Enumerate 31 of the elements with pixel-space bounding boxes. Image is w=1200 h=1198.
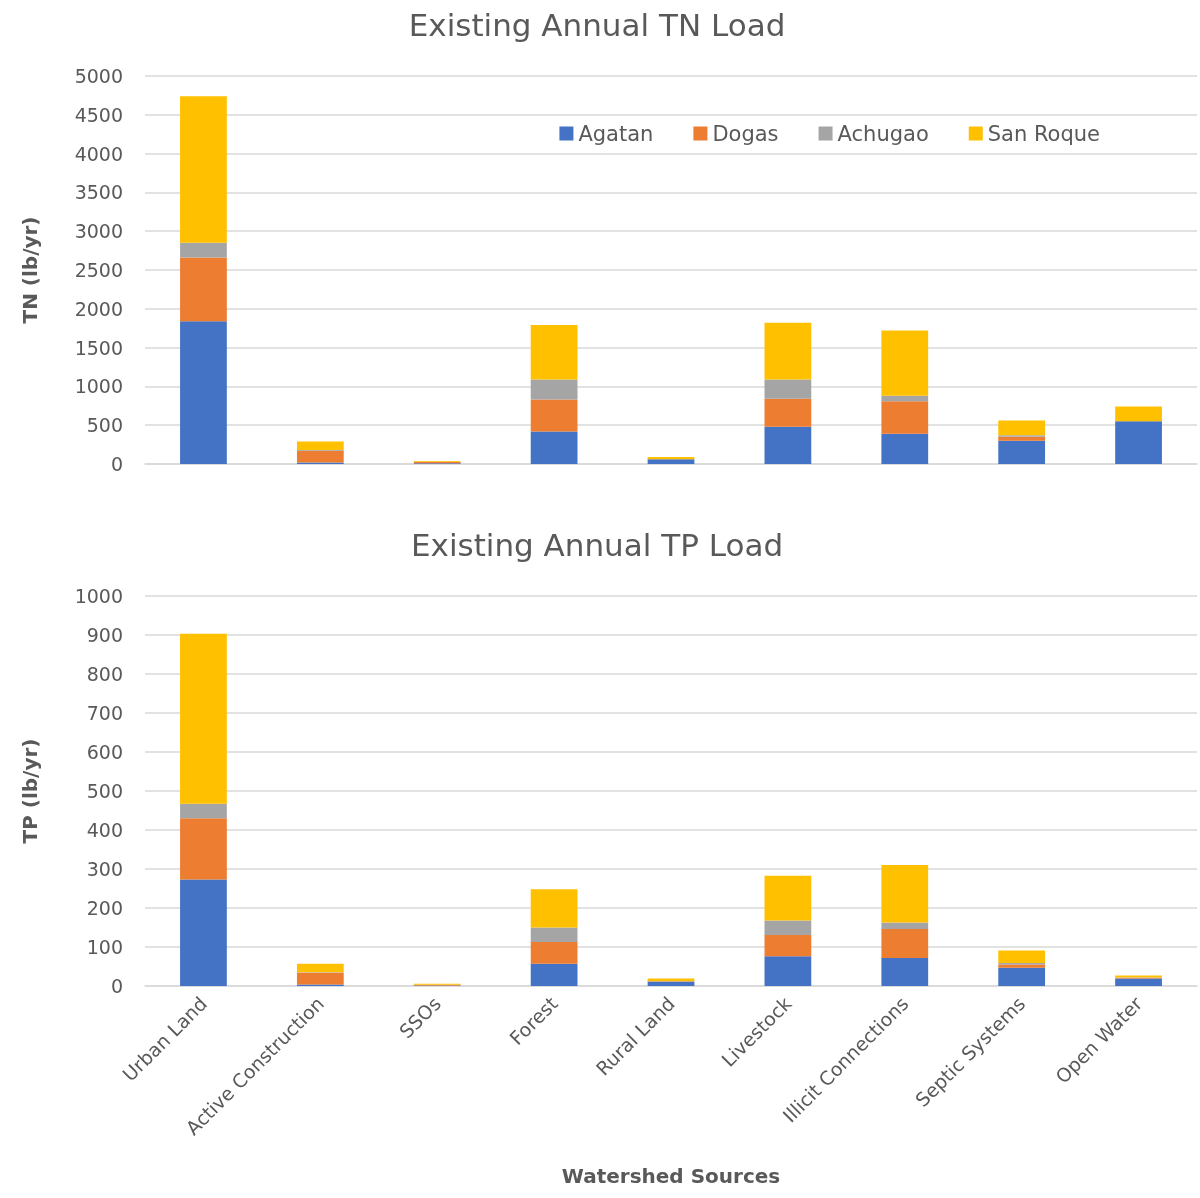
y-tick-label: 4500 [74,103,123,126]
y-tick-label: 300 [86,858,123,880]
chart-title: Existing Annual TP Load [410,526,784,563]
y-tick-label: 1000 [74,375,123,398]
y-tick-label: 3000 [74,220,123,243]
legend-label: San Roque [987,121,1101,146]
y-tick-label: 900 [86,624,123,646]
y-tick-label: 700 [86,702,123,724]
legend-label: Achugao [837,121,929,146]
y-axis-title: TP (lb/yr) [18,738,42,844]
legend-label: Dogas [712,121,779,146]
y-tick-label: 1000 [74,585,123,607]
y-tick-label: 100 [86,936,123,958]
y-axis-title: TN (lb/yr) [18,216,42,324]
y-tick-label: 600 [86,741,123,763]
y-tick-label: 2000 [74,297,123,320]
y-tick-label: 800 [86,663,123,685]
y-tick-label: 200 [86,897,123,919]
chart-title: Existing Annual TN Load [408,6,786,43]
y-tick-label: 500 [86,780,123,802]
y-tick-label: 2500 [74,259,123,281]
x-axis-title: Watershed Sources [561,1164,781,1188]
y-tick-label: 1500 [74,336,123,359]
legend-label: Agatan [578,121,654,146]
y-tick-label: 5000 [74,65,123,87]
y-tick-label: 0 [110,453,123,475]
y-tick-label: 3500 [74,181,123,204]
y-tick-label: 0 [110,975,123,997]
y-tick-label: 500 [86,414,123,437]
y-tick-label: 400 [86,819,123,841]
y-tick-label: 4000 [74,142,123,165]
